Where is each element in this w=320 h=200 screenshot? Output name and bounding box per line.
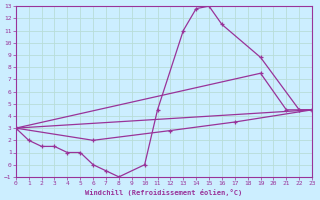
X-axis label: Windchill (Refroidissement éolien,°C): Windchill (Refroidissement éolien,°C): [85, 189, 243, 196]
